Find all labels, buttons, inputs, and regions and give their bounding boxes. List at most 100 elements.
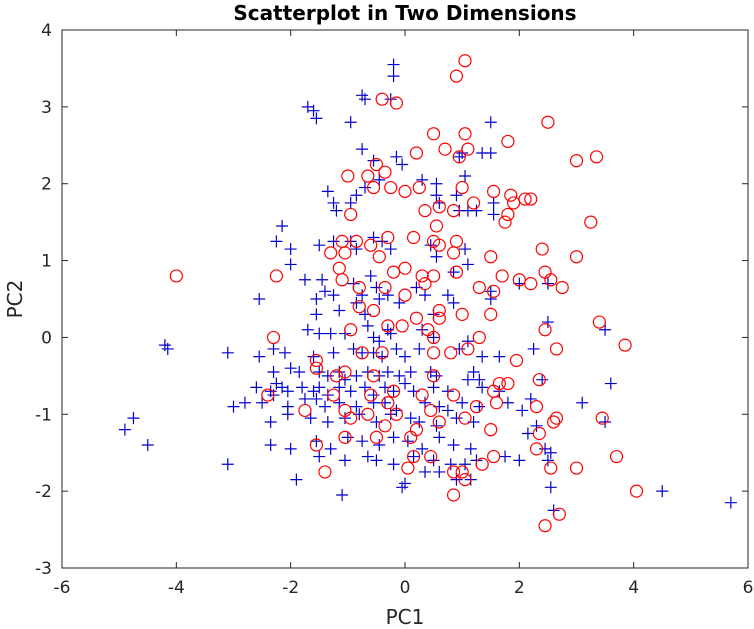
data-point — [329, 369, 343, 383]
data-point — [444, 458, 457, 471]
data-point — [426, 127, 441, 141]
data-point — [375, 92, 389, 106]
data-point — [599, 323, 612, 336]
data-point — [324, 246, 338, 260]
series-layer — [118, 54, 737, 533]
data-point — [724, 496, 737, 509]
data-point — [298, 403, 312, 418]
data-point — [484, 116, 497, 129]
data-point — [544, 481, 557, 494]
data-point — [458, 54, 472, 68]
data-point — [361, 169, 375, 183]
data-point — [427, 331, 440, 344]
data-point — [361, 450, 374, 463]
data-point — [509, 353, 524, 368]
data-point — [499, 450, 512, 463]
data-point — [433, 431, 446, 444]
data-point — [501, 207, 515, 222]
data-point — [535, 242, 549, 256]
data-point — [389, 96, 404, 110]
data-point — [541, 115, 555, 129]
data-point — [599, 415, 612, 428]
data-point — [412, 180, 426, 195]
data-point — [569, 250, 584, 264]
data-point — [501, 376, 515, 391]
data-point — [395, 319, 409, 333]
data-point — [335, 273, 349, 287]
data-point — [375, 346, 389, 360]
data-point — [221, 346, 234, 359]
data-point — [330, 204, 343, 217]
data-point — [484, 250, 498, 264]
data-point — [118, 423, 131, 436]
data-point — [484, 307, 498, 321]
data-point — [409, 311, 424, 325]
data-point — [407, 450, 420, 463]
data-point — [489, 396, 504, 410]
data-point — [512, 273, 526, 287]
data-point — [629, 484, 644, 498]
data-point — [350, 243, 363, 256]
data-point — [381, 396, 395, 410]
data-point — [538, 323, 552, 337]
data-point — [313, 450, 326, 463]
data-point — [484, 146, 497, 159]
data-point — [378, 396, 391, 409]
data-point — [358, 181, 371, 194]
data-point — [461, 373, 474, 386]
data-point — [396, 158, 409, 171]
data-point — [476, 350, 489, 363]
data-point — [364, 238, 378, 252]
data-point — [301, 323, 314, 336]
data-point — [338, 430, 352, 444]
data-point — [266, 330, 281, 345]
data-point — [267, 342, 280, 355]
data-point — [524, 392, 537, 405]
data-point — [429, 219, 444, 233]
data-point — [413, 415, 426, 428]
y-tick-label: -2 — [35, 482, 52, 502]
data-point — [338, 365, 352, 379]
data-point — [381, 366, 394, 379]
data-point — [424, 403, 438, 418]
data-point — [336, 488, 349, 501]
data-point — [356, 289, 369, 302]
data-point — [169, 269, 183, 283]
data-point — [513, 454, 526, 467]
data-point — [595, 411, 609, 425]
data-point — [321, 415, 334, 428]
data-point — [461, 342, 475, 356]
data-point — [358, 93, 371, 106]
data-point — [264, 439, 277, 452]
data-point — [459, 170, 472, 183]
data-point — [276, 219, 289, 232]
data-point — [401, 435, 414, 448]
data-point — [238, 396, 251, 409]
data-point — [541, 277, 554, 290]
data-point — [484, 293, 497, 305]
data-point — [501, 134, 515, 149]
x-tick-label: 0 — [400, 578, 411, 598]
data-point — [472, 280, 486, 295]
data-point — [426, 269, 441, 283]
data-point — [472, 330, 486, 345]
data-point — [298, 273, 311, 286]
data-point — [452, 150, 466, 164]
data-point — [487, 208, 500, 221]
data-point — [484, 423, 498, 437]
data-point — [444, 346, 458, 360]
data-point — [529, 442, 544, 456]
data-point — [349, 234, 364, 248]
data-point — [398, 288, 412, 302]
data-point — [327, 235, 340, 248]
data-point — [430, 369, 443, 382]
data-point — [378, 165, 392, 179]
data-point — [293, 366, 306, 379]
data-point — [310, 112, 323, 125]
data-point — [367, 154, 380, 167]
data-point — [384, 243, 397, 256]
data-point — [333, 381, 346, 394]
data-point — [544, 273, 558, 287]
data-point — [384, 180, 398, 195]
data-point — [458, 411, 472, 425]
